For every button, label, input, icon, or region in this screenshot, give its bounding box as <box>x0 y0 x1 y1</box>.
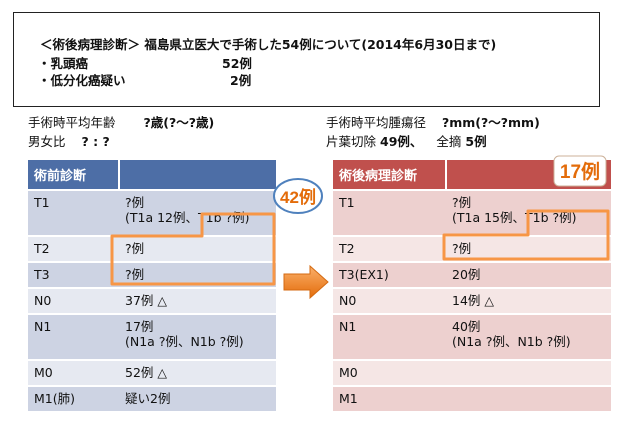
summary-poorly-value: 2例 <box>230 73 252 88</box>
row-label: N0 <box>333 287 446 314</box>
row-value: 疑い2例 <box>119 385 276 411</box>
right-arrow-icon <box>283 264 329 300</box>
table-row: M1(肺) 疑い2例 <box>28 385 276 411</box>
row-label: T3 <box>28 261 119 288</box>
table-row: N0 37例 △ <box>28 287 276 314</box>
lobe-value: 49例、 <box>380 134 423 149</box>
sex-value: ? : ? <box>81 134 110 149</box>
row-value: 17例 (N1a ?例、N1b ?例) <box>119 313 276 360</box>
tumor-value: ?mm(?〜?mm) <box>442 115 540 130</box>
table-row: M0 52例 △ <box>28 359 276 386</box>
row-value: 52例 △ <box>119 359 276 386</box>
row-sub: (N1a ?例、N1b ?例) <box>452 334 571 349</box>
cloud-badge-shape: 42例 <box>273 178 323 214</box>
summary-papillary-label: ・乳頭癌 <box>38 56 89 71</box>
table-row: T1 ?例 (T1a 15例、T1b ?例) <box>333 189 611 236</box>
row-value <box>446 359 611 386</box>
row-label: M0 <box>333 359 446 386</box>
badge-box-shape: 17例 <box>553 155 607 187</box>
summary-box: ＜術後病理診断＞ 福島県立医大で手術した54例について(2014年6月30日まで… <box>13 12 600 107</box>
sex-info: 男女比 ? : ? <box>28 131 110 150</box>
tumor-info: 手術時平均腫瘍径 ?mm(?〜?mm) <box>326 112 540 131</box>
tumor-label: 手術時平均腫瘍径 <box>326 115 427 130</box>
table-row: N0 14例 △ <box>333 287 611 314</box>
preop-table-header-blank <box>118 160 276 190</box>
row-label: M1 <box>333 385 446 411</box>
surgery-info: 片葉切除 49例、 全摘 5例 <box>326 131 487 150</box>
row-value <box>446 385 611 411</box>
table-row: N1 17例 (N1a ?例、N1b ?例) <box>28 313 276 360</box>
sex-label: 男女比 <box>28 134 66 149</box>
row-value: ?例 <box>119 235 276 262</box>
table-row: M0 <box>333 359 611 386</box>
postop-count-badge: 17例 <box>552 154 608 192</box>
row-sub: (T1a 15例、T1b ?例) <box>452 210 577 225</box>
preop-highlight-outline <box>110 212 276 286</box>
table-row: T2 ?例 <box>28 235 276 262</box>
row-label: M0 <box>28 359 119 386</box>
table-row: N1 40例 (N1a ?例、N1b ?例) <box>333 313 611 360</box>
preop-table-title: 術前診断 <box>28 160 119 190</box>
row-label: T1 <box>333 189 446 236</box>
postop-highlight-outline <box>442 209 610 261</box>
age-value: ?歳(?〜?歳) <box>143 115 215 130</box>
total-label: 全摘 <box>436 134 462 149</box>
postop-count-text: 17例 <box>560 160 600 183</box>
row-value: 37例 △ <box>119 287 276 314</box>
postop-table-title: 術後病理診断 <box>333 160 446 190</box>
row-label: N1 <box>333 313 446 360</box>
age-label: 手術時平均年齢 <box>28 115 116 130</box>
row-label: T2 <box>28 235 119 262</box>
row-label: T3(EX1) <box>333 261 446 288</box>
summary-title: ＜術後病理診断＞ 福島県立医大で手術した54例について(2014年6月30日まで… <box>40 37 497 52</box>
row-value: 20例 <box>446 261 611 288</box>
postop-table: 術後病理診断 T1 ?例 (T1a 15例、T1b ?例) T2 ?例 T3(EX… <box>333 160 611 411</box>
row-value: 14例 △ <box>446 287 611 314</box>
summary-papillary-value: 52例 <box>222 56 252 71</box>
row-label: T2 <box>333 235 446 262</box>
row-label: N1 <box>28 313 119 360</box>
row-label: N0 <box>28 287 119 314</box>
age-info: 手術時平均年齢 ?歳(?〜?歳) <box>28 112 214 131</box>
summary-poorly-label: ・低分化癌疑い <box>38 73 126 88</box>
preop-count-badge: 42例 <box>272 176 324 220</box>
row-value: 40例 (N1a ?例、N1b ?例) <box>446 313 611 360</box>
lobe-label: 片葉切除 <box>326 134 377 149</box>
row-label: M1(肺) <box>28 385 119 411</box>
table-row: T3(EX1) 20例 <box>333 261 611 288</box>
table-row: M1 <box>333 385 611 411</box>
row-sub: (N1a ?例、N1b ?例) <box>125 334 244 349</box>
preop-count-text: 42例 <box>280 187 316 207</box>
row-label: T1 <box>28 189 119 236</box>
total-value: 5例 <box>465 134 487 149</box>
